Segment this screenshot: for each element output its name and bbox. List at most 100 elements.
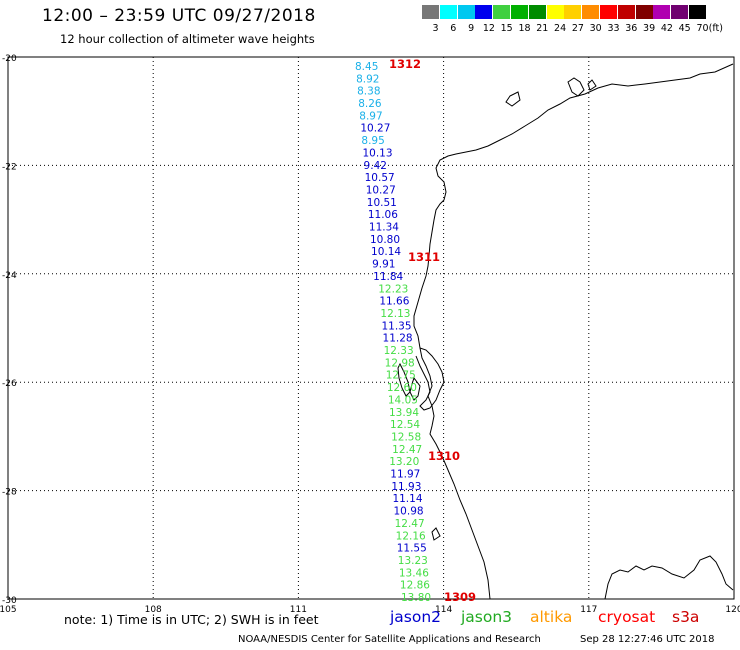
legend-label: 6 bbox=[450, 23, 457, 34]
swh-value: 10.27 bbox=[360, 123, 390, 135]
swh-value: 12.33 bbox=[384, 345, 414, 357]
swh-value: 12.98 bbox=[385, 357, 415, 369]
shark-bay-coast bbox=[415, 347, 445, 411]
lat-tick-label: -26 bbox=[2, 379, 17, 389]
satellite-label-s3a: s3a bbox=[672, 608, 700, 626]
legend-swatch bbox=[689, 5, 706, 19]
legend-label: 3 bbox=[432, 23, 439, 34]
lon-tick-label: 114 bbox=[435, 605, 452, 615]
swh-value: 13.94 bbox=[389, 407, 419, 419]
axis-ticks: 105 108 111 114 117 120 -20 -22 -24 -26 -28 -30 bbox=[0, 54, 740, 615]
legend-label: 15 bbox=[500, 23, 513, 34]
legend-swatch bbox=[564, 5, 582, 19]
swh-observations: 8.458.928.388.268.9710.278.9510.139.4210… bbox=[355, 61, 431, 604]
pass-number: 1309 bbox=[444, 590, 476, 604]
lat-tick-label: -20 bbox=[2, 54, 17, 64]
legend-label: 24 bbox=[554, 23, 567, 34]
legend-swatch bbox=[493, 5, 511, 19]
swh-value: 11.35 bbox=[381, 320, 411, 332]
legend-swatch bbox=[653, 5, 671, 19]
swh-value: 11.28 bbox=[383, 333, 413, 345]
legend-label: 12 bbox=[482, 23, 495, 34]
pass-number: 1310 bbox=[428, 449, 460, 463]
pass-number: 1312 bbox=[389, 57, 421, 71]
legend-label: 70 bbox=[696, 23, 709, 34]
swh-value: 12.60 bbox=[387, 382, 417, 394]
lat-tick-label: -24 bbox=[2, 271, 17, 281]
legend-swatch bbox=[457, 5, 475, 19]
legend-label: 27 bbox=[571, 23, 584, 34]
swh-value: 11.84 bbox=[373, 271, 403, 283]
lat-tick-label: -28 bbox=[2, 488, 17, 498]
legend-unit: (ft) bbox=[708, 23, 723, 34]
swh-value: 11.97 bbox=[390, 469, 420, 481]
lat-tick-label: -22 bbox=[2, 162, 17, 172]
swh-value: 8.92 bbox=[356, 73, 379, 85]
legend-label: 21 bbox=[536, 23, 549, 34]
legend-label: 39 bbox=[643, 23, 656, 34]
swh-value: 12.75 bbox=[386, 370, 416, 382]
legend-swatch bbox=[422, 5, 439, 19]
pass-number-labels: 1312 1311 1310 1309 bbox=[389, 57, 476, 604]
swh-value: 12.16 bbox=[396, 530, 426, 542]
legend-label: 42 bbox=[660, 23, 673, 34]
swh-value: 11.06 bbox=[368, 209, 398, 221]
swh-value: 12.86 bbox=[400, 580, 430, 592]
swh-value: 10.51 bbox=[367, 197, 397, 209]
legend-label: 45 bbox=[678, 23, 691, 34]
legend-swatch bbox=[617, 5, 635, 19]
legend-swatch bbox=[475, 5, 493, 19]
satellite-label-jason3: jason3 bbox=[461, 608, 513, 626]
swh-value: 11.93 bbox=[391, 481, 421, 493]
lat-tick-label: -30 bbox=[2, 596, 17, 606]
peron-peninsula bbox=[409, 376, 421, 401]
swh-value: 10.14 bbox=[371, 246, 401, 258]
swh-value: 10.80 bbox=[370, 234, 400, 246]
legend-swatch bbox=[600, 5, 617, 19]
lat-lon-grid bbox=[8, 57, 734, 599]
swh-value: 13.23 bbox=[398, 555, 428, 567]
swh-value: 13.80 bbox=[401, 592, 431, 604]
map-frame bbox=[7, 56, 735, 600]
satellite-label-cryosat: cryosat bbox=[598, 608, 656, 626]
legend-label: 9 bbox=[468, 23, 475, 34]
swh-value: 12.23 bbox=[378, 283, 408, 295]
swh-value: 9.42 bbox=[364, 160, 387, 172]
swh-value: 13.46 bbox=[399, 567, 429, 579]
legend-swatch bbox=[546, 5, 564, 19]
satellite-label-jason2: jason2 bbox=[390, 608, 442, 626]
swh-value: 10.57 bbox=[365, 172, 395, 184]
lon-tick-label: 117 bbox=[580, 605, 597, 615]
legend-label: 36 bbox=[625, 23, 638, 34]
lon-tick-label: 111 bbox=[290, 605, 307, 615]
lon-tick-label: 105 bbox=[0, 605, 17, 615]
dampier-archipelago bbox=[567, 77, 597, 97]
legend-swatch bbox=[671, 5, 689, 19]
units-note: note: 1) Time is in UTC; 2) SWH is in fe… bbox=[64, 612, 319, 627]
swh-value: 12.58 bbox=[391, 431, 421, 443]
swh-value: 12.47 bbox=[395, 518, 425, 530]
swh-value: 12.54 bbox=[390, 419, 420, 431]
swh-value: 10.27 bbox=[366, 184, 396, 196]
esperance-coast bbox=[604, 555, 734, 600]
swh-value: 8.97 bbox=[359, 110, 382, 122]
map-subtitle: 12 hour collection of altimeter wave hei… bbox=[60, 32, 315, 46]
swh-value: 11.34 bbox=[369, 222, 399, 234]
legend-label: 18 bbox=[518, 23, 531, 34]
swh-value: 9.91 bbox=[372, 259, 395, 271]
swh-value: 11.66 bbox=[379, 296, 409, 308]
legend-swatch bbox=[511, 5, 528, 19]
swh-value: 11.14 bbox=[392, 493, 422, 505]
lon-tick-label: 120 bbox=[725, 605, 740, 615]
swh-value: 8.95 bbox=[361, 135, 384, 147]
swh-value: 8.45 bbox=[355, 61, 378, 73]
footer-credit: NOAA/NESDIS Center for Satellite Applica… bbox=[238, 634, 541, 645]
legend-swatch bbox=[528, 5, 546, 19]
swh-value: 11.55 bbox=[397, 543, 427, 555]
legend-swatch bbox=[635, 5, 653, 19]
legend-label: 33 bbox=[607, 23, 620, 34]
legend-swatch bbox=[439, 5, 457, 19]
footer-timestamp: Sep 28 12:27:46 UTC 2018 bbox=[580, 634, 715, 645]
dirk-hartog-island bbox=[397, 362, 411, 397]
